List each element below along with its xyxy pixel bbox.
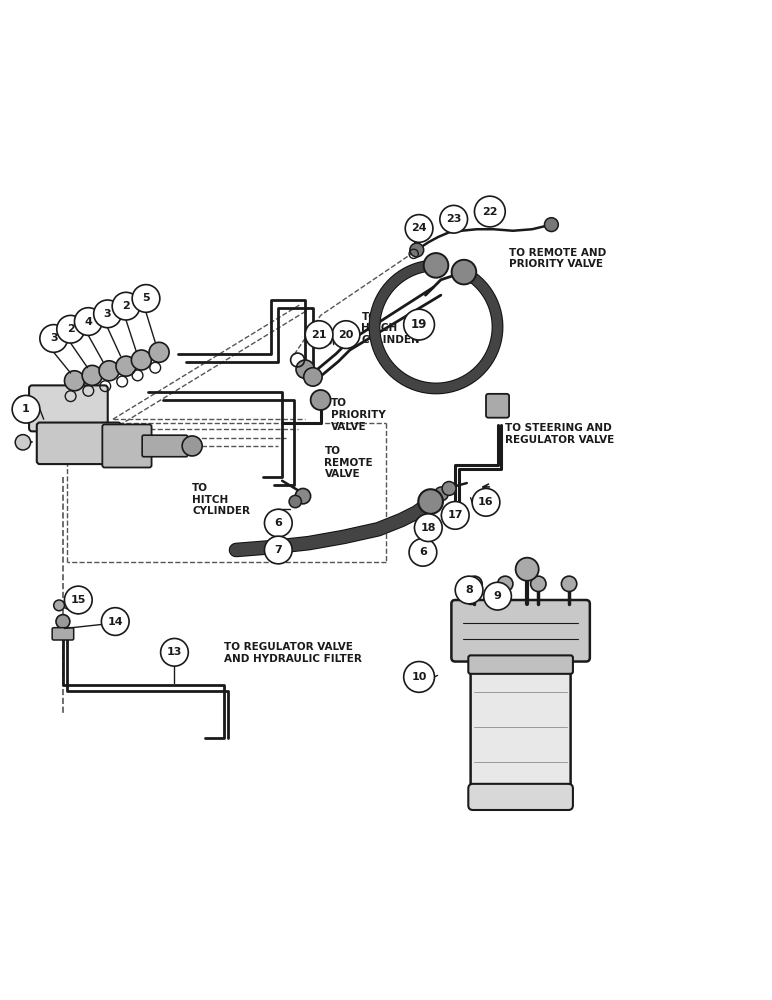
Text: 10: 10 <box>411 672 427 682</box>
Circle shape <box>116 356 136 376</box>
Circle shape <box>296 360 314 378</box>
FancyBboxPatch shape <box>103 424 151 468</box>
Text: 15: 15 <box>70 595 86 605</box>
Text: 16: 16 <box>478 497 494 507</box>
Circle shape <box>15 435 31 450</box>
Text: 6: 6 <box>419 547 427 557</box>
Circle shape <box>101 608 129 635</box>
Circle shape <box>332 321 360 348</box>
Circle shape <box>40 325 67 352</box>
Text: TO
HITCH
CYLINDER: TO HITCH CYLINDER <box>192 483 250 516</box>
Circle shape <box>305 321 333 348</box>
Circle shape <box>404 309 435 340</box>
Text: 1: 1 <box>22 404 30 414</box>
Text: 4: 4 <box>84 317 92 327</box>
Circle shape <box>424 253 449 278</box>
Circle shape <box>497 576 513 592</box>
FancyBboxPatch shape <box>29 385 108 431</box>
Circle shape <box>295 488 310 504</box>
Text: TO
PRIORITY
VALVE: TO PRIORITY VALVE <box>330 398 385 432</box>
Circle shape <box>516 558 539 581</box>
Circle shape <box>74 308 102 335</box>
Circle shape <box>475 196 505 227</box>
Text: 7: 7 <box>274 545 283 555</box>
Circle shape <box>131 350 151 370</box>
Circle shape <box>132 285 160 312</box>
Circle shape <box>54 600 65 611</box>
Circle shape <box>289 495 301 508</box>
Circle shape <box>429 493 443 507</box>
FancyBboxPatch shape <box>142 435 188 457</box>
Text: 3: 3 <box>103 309 111 319</box>
Circle shape <box>65 586 92 614</box>
Text: TO REGULATOR VALVE
AND HYDRAULIC FILTER: TO REGULATOR VALVE AND HYDRAULIC FILTER <box>225 642 362 664</box>
Circle shape <box>409 538 437 566</box>
Circle shape <box>405 215 433 242</box>
Text: TO REMOTE AND
PRIORITY VALVE: TO REMOTE AND PRIORITY VALVE <box>509 248 606 269</box>
FancyBboxPatch shape <box>469 655 573 674</box>
Circle shape <box>415 514 442 542</box>
Text: 18: 18 <box>421 523 436 533</box>
Circle shape <box>472 488 499 516</box>
Circle shape <box>310 390 330 410</box>
Text: 2: 2 <box>66 324 74 334</box>
Text: 9: 9 <box>493 591 502 601</box>
Circle shape <box>57 315 84 343</box>
Circle shape <box>149 342 169 362</box>
Circle shape <box>93 300 121 328</box>
FancyBboxPatch shape <box>37 423 121 464</box>
Circle shape <box>544 218 558 232</box>
Text: 19: 19 <box>411 318 427 331</box>
Circle shape <box>161 638 188 666</box>
Text: 2: 2 <box>122 301 130 311</box>
Circle shape <box>82 365 102 385</box>
Circle shape <box>440 205 468 233</box>
Circle shape <box>455 576 483 604</box>
Circle shape <box>442 482 456 495</box>
Text: TO
REMOTE
VALVE: TO REMOTE VALVE <box>324 446 373 479</box>
Text: 13: 13 <box>167 647 182 657</box>
FancyBboxPatch shape <box>471 668 571 798</box>
FancyBboxPatch shape <box>52 628 73 640</box>
Circle shape <box>530 576 546 592</box>
Text: 3: 3 <box>50 333 57 343</box>
Text: TO
HITCH
CYLINDER: TO HITCH CYLINDER <box>361 312 419 345</box>
Circle shape <box>561 576 577 592</box>
Text: 17: 17 <box>448 510 463 520</box>
Circle shape <box>303 368 322 386</box>
Circle shape <box>410 243 424 257</box>
Circle shape <box>112 292 140 320</box>
Circle shape <box>484 582 511 610</box>
Circle shape <box>418 489 443 514</box>
Text: 6: 6 <box>274 518 283 528</box>
Text: 8: 8 <box>466 585 473 595</box>
Circle shape <box>404 662 435 692</box>
Text: 14: 14 <box>107 617 123 627</box>
Circle shape <box>99 361 119 381</box>
Circle shape <box>12 395 40 423</box>
Text: 23: 23 <box>446 214 462 224</box>
Circle shape <box>15 396 31 412</box>
Circle shape <box>65 371 84 391</box>
Circle shape <box>265 536 292 564</box>
Circle shape <box>442 502 469 529</box>
Text: 21: 21 <box>311 330 327 340</box>
Text: 22: 22 <box>482 207 498 217</box>
Circle shape <box>452 260 476 284</box>
Text: 5: 5 <box>142 293 150 303</box>
Text: 20: 20 <box>338 330 354 340</box>
FancyBboxPatch shape <box>452 600 590 662</box>
Text: 24: 24 <box>411 223 427 233</box>
Circle shape <box>56 615 69 628</box>
Text: TO STEERING AND
REGULATOR VALVE: TO STEERING AND REGULATOR VALVE <box>505 423 615 445</box>
Circle shape <box>435 487 449 501</box>
Circle shape <box>182 436 202 456</box>
Circle shape <box>467 576 482 592</box>
FancyBboxPatch shape <box>486 394 509 418</box>
FancyBboxPatch shape <box>469 784 573 810</box>
Circle shape <box>265 509 292 537</box>
